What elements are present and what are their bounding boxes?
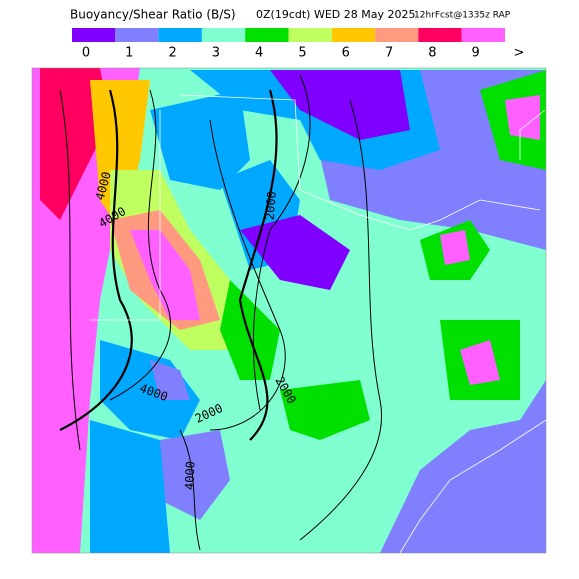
contour-label: 2000: [263, 191, 279, 221]
legend-label: 5: [298, 46, 306, 61]
legend-swatch: [418, 28, 462, 42]
title: Buoyancy/Shear Ratio (B/S): [70, 8, 236, 22]
map: 4000 4000 2000 2000 4000 2000 4000: [32, 68, 546, 553]
legend-label: 9: [472, 46, 480, 61]
legend-label: 8: [428, 46, 436, 61]
legend-swatch: [72, 28, 116, 42]
legend-label: 3: [212, 46, 220, 61]
legend-swatch: [461, 28, 505, 42]
contour-label: 4000: [183, 461, 198, 490]
map-frame: [31, 67, 547, 554]
legend-swatch: [201, 28, 246, 42]
legend-swatch: [375, 28, 419, 42]
legend-label: 2: [168, 46, 176, 61]
legend-swatch: [115, 28, 159, 42]
legend-label: 0: [82, 46, 90, 61]
valid-time: 0Z(19cdt) WED 28 May 2025: [256, 8, 415, 21]
legend-swatch: [288, 28, 332, 42]
legend: 0 1 2 3 4 5 6 7 8 9 >: [72, 28, 524, 61]
forecast-info: 12hrFcst@1335z RAP: [414, 11, 511, 21]
legend-label: 1: [125, 46, 133, 61]
legend-swatch: [158, 28, 202, 42]
legend-label: 6: [342, 46, 350, 61]
legend-swatch: [245, 28, 289, 42]
legend-swatch: [331, 28, 376, 42]
legend-label: >: [514, 46, 525, 61]
legend-label: 4: [255, 46, 263, 61]
legend-label: 7: [385, 46, 393, 61]
